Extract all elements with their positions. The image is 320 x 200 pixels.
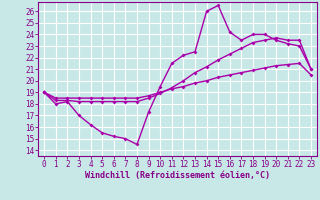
X-axis label: Windchill (Refroidissement éolien,°C): Windchill (Refroidissement éolien,°C) [85, 171, 270, 180]
